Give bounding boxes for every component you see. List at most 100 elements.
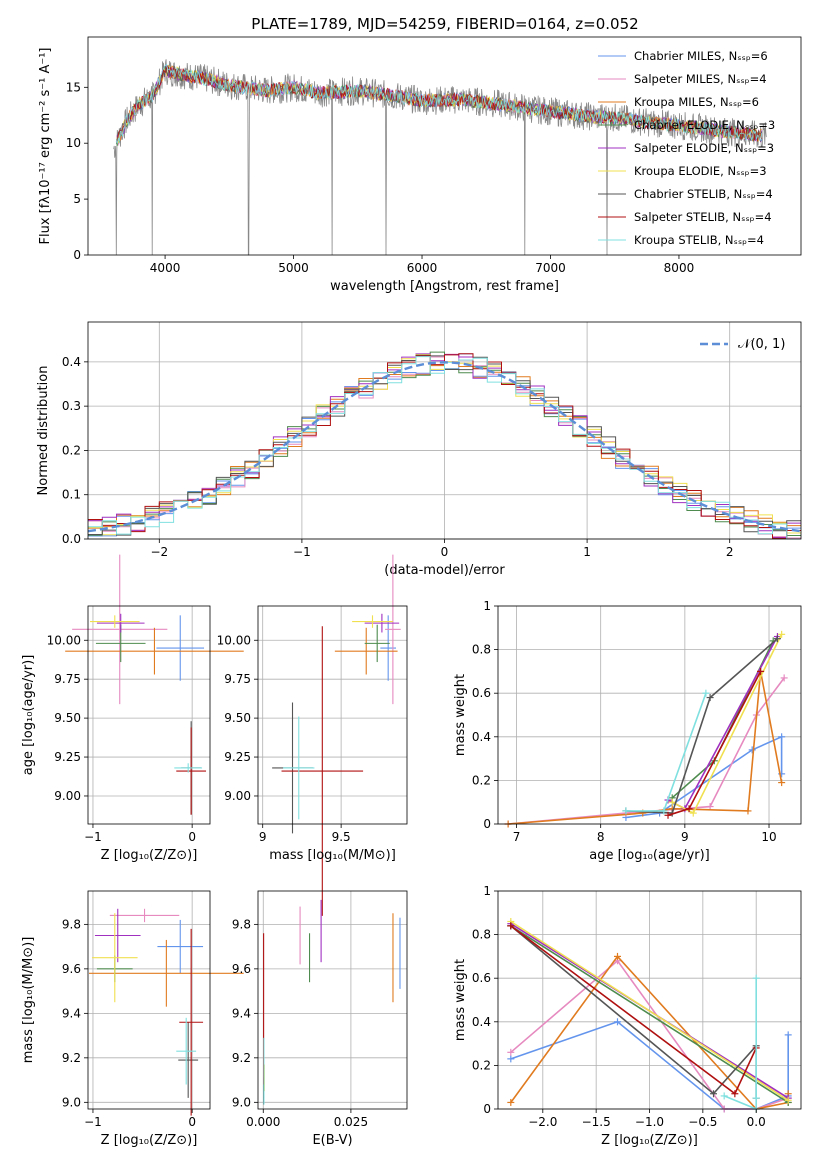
legend-label: Kroupa STELIB, Nₛₛₚ=4: [634, 233, 764, 247]
axes: 9 9.5 9.00 9.25 9.50 9.75 10.00 mass [log₁₀(M/M…: [217, 605, 408, 863]
x-tick-label: 0.000: [246, 1115, 280, 1129]
y-tick-label: 0.8: [472, 643, 491, 657]
x-tick-label: −1.5: [582, 1115, 611, 1129]
axes: −2 −1 0 1 2 0.0 0.1 0.2 0.3 0.4 (data-model)/error…: [36, 321, 802, 578]
x-tick-label: 5000: [278, 261, 309, 275]
observed-spectrum-line: [113, 59, 767, 256]
axes: −2.0 −1.5 −1.0 −0.5 0.0 0 0.2 0.4 0.6 0.8 1 Z [log₁…: [453, 884, 802, 1148]
normal-reference-curve: [87, 361, 802, 533]
y-tick-label: 5: [73, 192, 81, 206]
series-marker: [507, 922, 515, 930]
plot-area: [88, 908, 244, 1116]
spectrum-panel: 4000 5000 6000 7000 8000 0 5 10 15 wavelength [An…: [38, 36, 802, 294]
x-tick-label: 0: [441, 545, 449, 559]
model-fit-line: [115, 64, 763, 143]
grid-lines: [88, 606, 210, 824]
y-tick-label: 0.2: [62, 443, 81, 457]
y-tick-label: 1: [483, 884, 491, 898]
x-tick-label: 9: [259, 830, 267, 844]
plot-area: [263, 899, 401, 1105]
y-tick-label: 0: [483, 817, 491, 831]
x-tick-label: 0.0: [747, 1115, 766, 1129]
mass-vs-extinction-panel: 0.000 0.025 9.0 9.2 9.4 9.6 9.8 E(B-V): [232, 890, 408, 1148]
plot-area: [87, 351, 802, 540]
y-tick-label: 9.4: [62, 1006, 81, 1020]
y-axis-label: Normed distribution: [36, 366, 51, 496]
model-fit-line: [115, 63, 763, 144]
series-marker: [784, 1096, 792, 1104]
x-tick-label: −2.0: [528, 1115, 557, 1129]
y-tick-label: 0.8: [472, 928, 491, 942]
grid-lines: [258, 891, 407, 1109]
mass-weight-vs-age-panel: 7 8 9 10 0 0.2 0.4 0.6 0.8 1 age [log₁₀(age/yr)] ma…: [453, 599, 802, 863]
plot-area: [272, 554, 401, 916]
series-marker: [689, 809, 697, 817]
y-tick-label: 9.0: [232, 1095, 251, 1109]
mass-weight-series-line: [508, 671, 783, 825]
x-tick-label: 2: [726, 545, 734, 559]
x-tick-label: 10: [761, 830, 776, 844]
mass-weight-series-line: [510, 925, 789, 1104]
series-marker: [702, 689, 710, 697]
plot-area: [507, 918, 792, 1113]
y-tick-label: 9.75: [54, 672, 81, 686]
y-tick-label: 0.0: [62, 532, 81, 546]
legend-label: Kroupa MILES, Nₛₛₚ=6: [634, 95, 759, 109]
y-tick-label: 9.50: [224, 711, 251, 725]
axes-frame: [87, 321, 802, 540]
x-tick-label: 7: [513, 830, 521, 844]
plot-area: [504, 630, 788, 828]
y-tick-label: 0: [483, 1102, 491, 1116]
axes-frame: [87, 890, 211, 1110]
y-axis-label: mass weight: [453, 674, 468, 756]
y-tick-label: 9.2: [232, 1051, 251, 1065]
x-tick-label: −2: [150, 545, 168, 559]
y-tick-label: 10.00: [217, 633, 251, 647]
series-marker: [622, 807, 630, 815]
x-tick-label: 9.5: [332, 830, 351, 844]
axes-frame: [257, 605, 408, 825]
x-tick-label: 7000: [535, 261, 566, 275]
x-axis-label: E(B-V): [312, 1133, 352, 1148]
legend-label: 𝒩(0, 1): [738, 337, 785, 352]
mass-weight-series-line: [625, 638, 778, 814]
y-tick-label: 9.50: [54, 711, 81, 725]
x-axis-label: wavelength [Angstrom, rest frame]: [330, 279, 559, 294]
y-tick-label: 0.6: [472, 971, 491, 985]
y-tick-label: 9.00: [224, 789, 251, 803]
series-marker: [778, 779, 786, 787]
y-tick-label: 0.1: [62, 488, 81, 502]
y-tick-label: 9.6: [232, 962, 251, 976]
x-axis-label: Z [log₁₀(Z/Z⊙)]: [601, 1133, 698, 1148]
mass-weight-series-line: [510, 920, 789, 1101]
x-axis-label: age [log₁₀(age/yr)]: [589, 848, 710, 863]
series-marker: [780, 674, 788, 682]
x-tick-label: −1.0: [635, 1115, 664, 1129]
y-tick-label: 9.2: [62, 1051, 81, 1065]
x-tick-label: −1: [84, 830, 102, 844]
mass-vs-metallicity-panel: −1 0 9.0 9.2 9.4 9.6 9.8 Z [log₁₀(Z/Z⊙)] mass [l…: [21, 890, 244, 1148]
y-tick-label: 9.8: [62, 917, 81, 931]
y-tick-label: 0: [73, 248, 81, 262]
axes-frame: [257, 890, 408, 1110]
legend-label: Kroupa ELODIE, Nₛₛₚ=3: [634, 164, 767, 178]
series-marker: [744, 807, 752, 815]
series-marker: [706, 803, 714, 811]
y-tick-label: 0.6: [472, 686, 491, 700]
series-marker: [757, 667, 765, 675]
axes-frame: [87, 605, 211, 825]
mass-weight-series-line: [671, 633, 783, 815]
y-tick-label: 0.3: [62, 399, 81, 413]
mass-weight-series-line: [625, 735, 783, 819]
mass-weight-series-line: [510, 925, 758, 1099]
legend: Chabrier MILES, Nₛₛₚ=6 Salpeter MILES, Nₛ…: [598, 49, 775, 247]
y-tick-label: 9.00: [54, 789, 81, 803]
legend: 𝒩(0, 1): [700, 337, 785, 352]
series-marker: [507, 1055, 515, 1063]
legend-label: Chabrier ELODIE, Nₛₛₚ=3: [634, 118, 775, 132]
plot-area: [113, 59, 767, 256]
mass-weight-vs-metallicity-panel: −2.0 −1.5 −1.0 −0.5 0.0 0 0.2 0.4 0.6 0.8 1 Z [log₁…: [453, 884, 802, 1148]
x-tick-label: 1: [583, 545, 591, 559]
x-tick-label: 0: [188, 830, 196, 844]
